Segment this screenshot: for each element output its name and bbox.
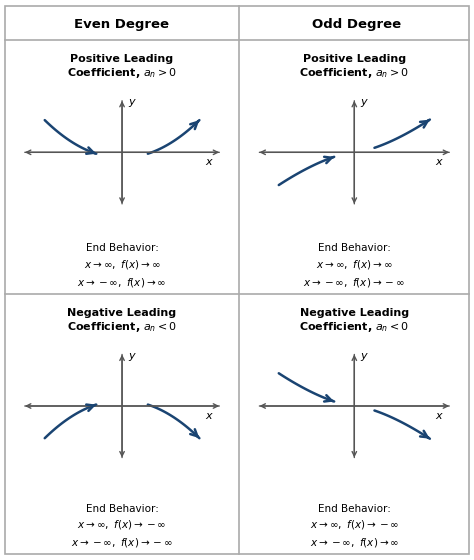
Text: $x$: $x$ [436, 411, 445, 421]
Text: $y$: $y$ [360, 351, 369, 363]
Text: $y$: $y$ [360, 97, 369, 109]
Text: Odd Degree: Odd Degree [312, 18, 401, 31]
Text: Positive Leading
Coefficient, $a_n > 0$: Positive Leading Coefficient, $a_n > 0$ [67, 54, 177, 80]
Text: $y$: $y$ [128, 97, 137, 109]
Text: End Behavior:
$x \rightarrow \infty,\ f(x) \rightarrow \infty$
$x \rightarrow -\: End Behavior: $x \rightarrow \infty,\ f(… [77, 243, 167, 289]
Text: Negative Leading
Coefficient, $a_n < 0$: Negative Leading Coefficient, $a_n < 0$ [299, 307, 410, 334]
Text: Even Degree: Even Degree [74, 18, 169, 31]
Text: End Behavior:
$x \rightarrow \infty,\ f(x) \rightarrow -\infty$
$x \rightarrow -: End Behavior: $x \rightarrow \infty,\ f(… [310, 503, 399, 549]
Text: $x$: $x$ [205, 411, 214, 421]
Text: Negative Leading
Coefficient, $a_n < 0$: Negative Leading Coefficient, $a_n < 0$ [67, 307, 177, 334]
Text: End Behavior:
$x \rightarrow \infty,\ f(x) \rightarrow \infty$
$x \rightarrow -\: End Behavior: $x \rightarrow \infty,\ f(… [303, 243, 405, 289]
Text: Positive Leading
Coefficient, $a_n > 0$: Positive Leading Coefficient, $a_n > 0$ [299, 54, 410, 80]
Text: End Behavior:
$x \rightarrow \infty,\ f(x) \rightarrow -\infty$
$x \rightarrow -: End Behavior: $x \rightarrow \infty,\ f(… [71, 503, 173, 549]
Text: $y$: $y$ [128, 351, 137, 363]
Text: $x$: $x$ [205, 157, 214, 167]
Text: $x$: $x$ [436, 157, 445, 167]
